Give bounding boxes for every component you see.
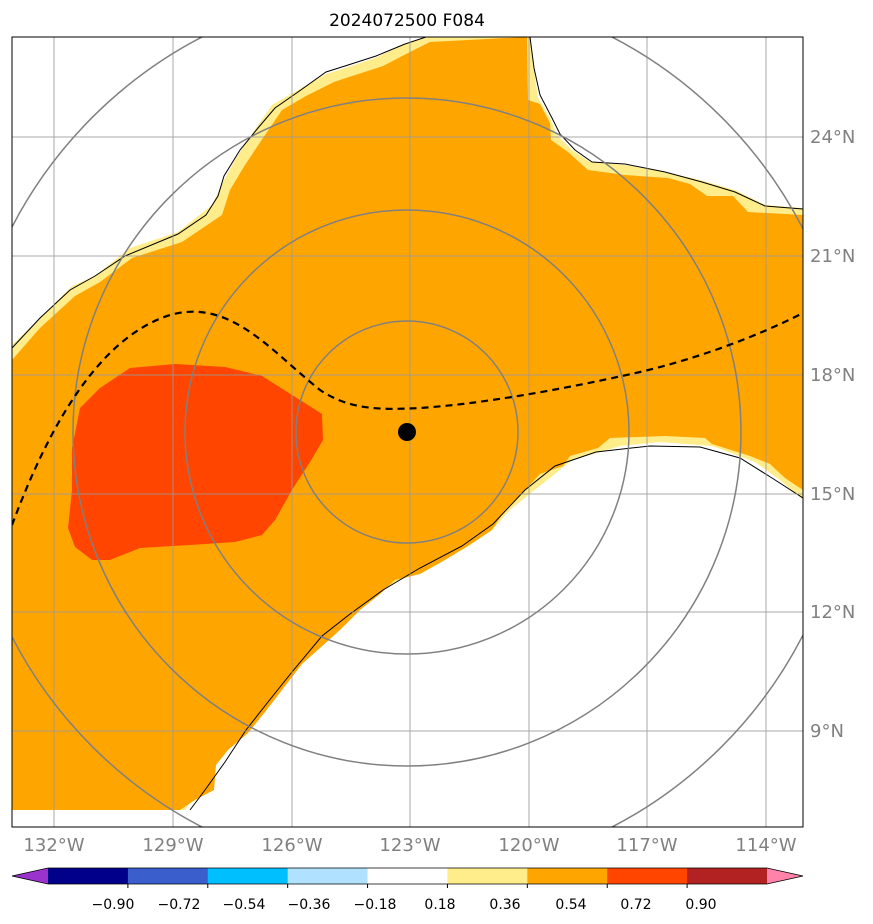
lat-label: 15°N — [810, 484, 855, 505]
colorbar-tick-label: −0.54 — [223, 897, 266, 913]
lon-label: 120°W — [498, 835, 559, 856]
lon-label: 132°W — [23, 835, 84, 856]
range-ring-3 — [72, 97, 742, 767]
colorbar-segment — [607, 868, 688, 884]
colorbar-segment — [527, 868, 608, 884]
colorbar-extend-high — [767, 868, 803, 884]
lat-label: 12°N — [810, 602, 855, 623]
colorbar — [11, 867, 804, 888]
colorbar-tick-label: −0.36 — [288, 897, 331, 913]
boundary-line-north — [12, 37, 427, 349]
colorbar-extend-low — [12, 868, 48, 884]
colorbar-segment — [687, 868, 768, 884]
colorbar-tick-label: −0.18 — [354, 897, 397, 913]
colorbar-segment — [367, 868, 448, 884]
colorbar-tick-label: −0.72 — [158, 897, 201, 913]
figure-title: 2024072500 F084 — [329, 11, 485, 31]
range-ring-1 — [295, 320, 519, 544]
lon-label: 117°W — [616, 835, 677, 856]
colorbar-segment — [447, 868, 528, 884]
map-frame — [11, 36, 804, 828]
colorbar-tick-label: 0.36 — [489, 897, 520, 913]
lat-label: 18°N — [810, 365, 855, 386]
colorbar-segment — [207, 868, 289, 884]
colorbar-segment — [287, 868, 369, 884]
boundary-line-south — [189, 445, 803, 811]
lon-label: 123°W — [379, 835, 440, 856]
range-rings — [12, 37, 803, 827]
colorbar-segment — [48, 868, 129, 884]
map-area — [12, 37, 803, 827]
colorbar-tick-label: 0.90 — [685, 897, 716, 913]
colorbar-tick-label: 0.54 — [555, 897, 586, 913]
latitude-labels: 24°N 21°N 18°N 15°N 12°N 9°N — [810, 127, 855, 742]
boundary-line-northeast — [529, 37, 803, 210]
lat-label: 21°N — [810, 246, 855, 267]
lat-label: 24°N — [810, 127, 855, 148]
colorbar-tick-label: −0.90 — [92, 897, 135, 913]
contour-fill-0.54-0.72 — [68, 364, 323, 560]
colorbar-segment — [127, 868, 209, 884]
colorbar-labels: −0.90 −0.72 −0.54 −0.36 −0.18 0.18 0.36 … — [92, 897, 717, 913]
colorbar-tick-label: 0.72 — [620, 897, 651, 913]
colorbar-outline — [11, 867, 804, 885]
lon-label: 126°W — [261, 835, 322, 856]
range-ring-2 — [184, 209, 630, 655]
dashed-track-line — [12, 310, 803, 526]
lat-label: 9°N — [810, 721, 844, 742]
lon-label: 129°W — [142, 835, 203, 856]
storm-center-marker — [398, 423, 416, 441]
lon-label: 114°W — [735, 835, 796, 856]
longitude-labels: 132°W 129°W 126°W 123°W 120°W 117°W 114°… — [23, 835, 796, 856]
colorbar-tick-label: 0.18 — [424, 897, 455, 913]
